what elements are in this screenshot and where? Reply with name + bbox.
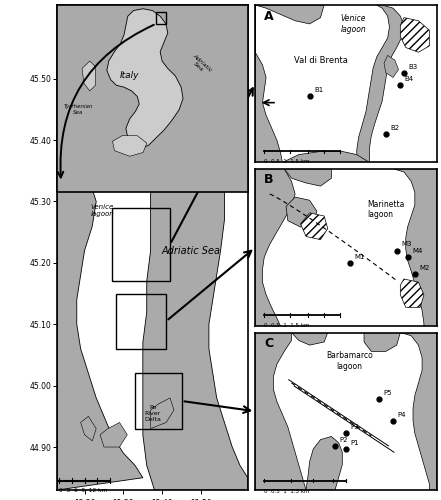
- Text: M3: M3: [401, 242, 412, 248]
- Text: Barbamarco
lagoon: Barbamarco lagoon: [326, 351, 373, 370]
- Polygon shape: [393, 169, 437, 326]
- Text: P1: P1: [351, 440, 359, 446]
- Polygon shape: [292, 332, 328, 345]
- Polygon shape: [143, 18, 248, 490]
- Text: B4: B4: [405, 76, 414, 82]
- Text: P4: P4: [398, 412, 406, 418]
- Bar: [112, 208, 170, 282]
- Text: 0  0.5  1  1.5 km: 0 0.5 1 1.5 km: [264, 323, 310, 328]
- Text: B2: B2: [390, 125, 400, 131]
- Polygon shape: [57, 5, 143, 490]
- Polygon shape: [301, 213, 328, 240]
- Text: B3: B3: [408, 64, 418, 70]
- Polygon shape: [151, 398, 174, 428]
- Polygon shape: [81, 416, 96, 441]
- Polygon shape: [306, 436, 342, 490]
- Text: Adriatic Sea: Adriatic Sea: [162, 246, 221, 256]
- Polygon shape: [255, 152, 370, 162]
- Text: Po
River
Delta: Po River Delta: [144, 405, 161, 421]
- Text: A: A: [264, 10, 274, 22]
- Polygon shape: [255, 332, 306, 490]
- Text: M2: M2: [419, 265, 430, 271]
- Polygon shape: [400, 18, 430, 52]
- Text: M4: M4: [412, 248, 422, 254]
- Polygon shape: [255, 5, 282, 162]
- Polygon shape: [284, 169, 331, 186]
- Polygon shape: [96, 164, 112, 189]
- Text: P3: P3: [351, 424, 359, 430]
- Polygon shape: [384, 56, 399, 78]
- Text: Marinetta
lagoon: Marinetta lagoon: [368, 200, 405, 220]
- Text: M1: M1: [354, 254, 365, 260]
- Text: 0  3  6  9  12 km: 0 3 6 9 12 km: [59, 488, 108, 493]
- Polygon shape: [400, 279, 424, 308]
- Polygon shape: [255, 169, 295, 326]
- Polygon shape: [255, 5, 324, 24]
- Text: P5: P5: [383, 390, 392, 396]
- Text: B: B: [264, 174, 274, 186]
- Text: 0  0.5  1  1.5 km: 0 0.5 1 1.5 km: [264, 489, 310, 494]
- Text: B1: B1: [314, 87, 323, 93]
- Text: Venice
lagoon: Venice lagoon: [90, 204, 114, 217]
- Polygon shape: [364, 332, 400, 351]
- Polygon shape: [357, 5, 404, 162]
- Text: C: C: [264, 338, 273, 350]
- Polygon shape: [400, 332, 437, 490]
- Polygon shape: [286, 197, 317, 227]
- Bar: [116, 294, 166, 349]
- Bar: [135, 374, 182, 428]
- Text: Val di Brenta: Val di Brenta: [294, 56, 348, 64]
- Text: 0  0.5  1  1.5 km: 0 0.5 1 1.5 km: [264, 160, 310, 164]
- Text: Venice
lagoon: Venice lagoon: [340, 14, 366, 34]
- Polygon shape: [100, 422, 127, 447]
- Text: P2: P2: [340, 437, 348, 443]
